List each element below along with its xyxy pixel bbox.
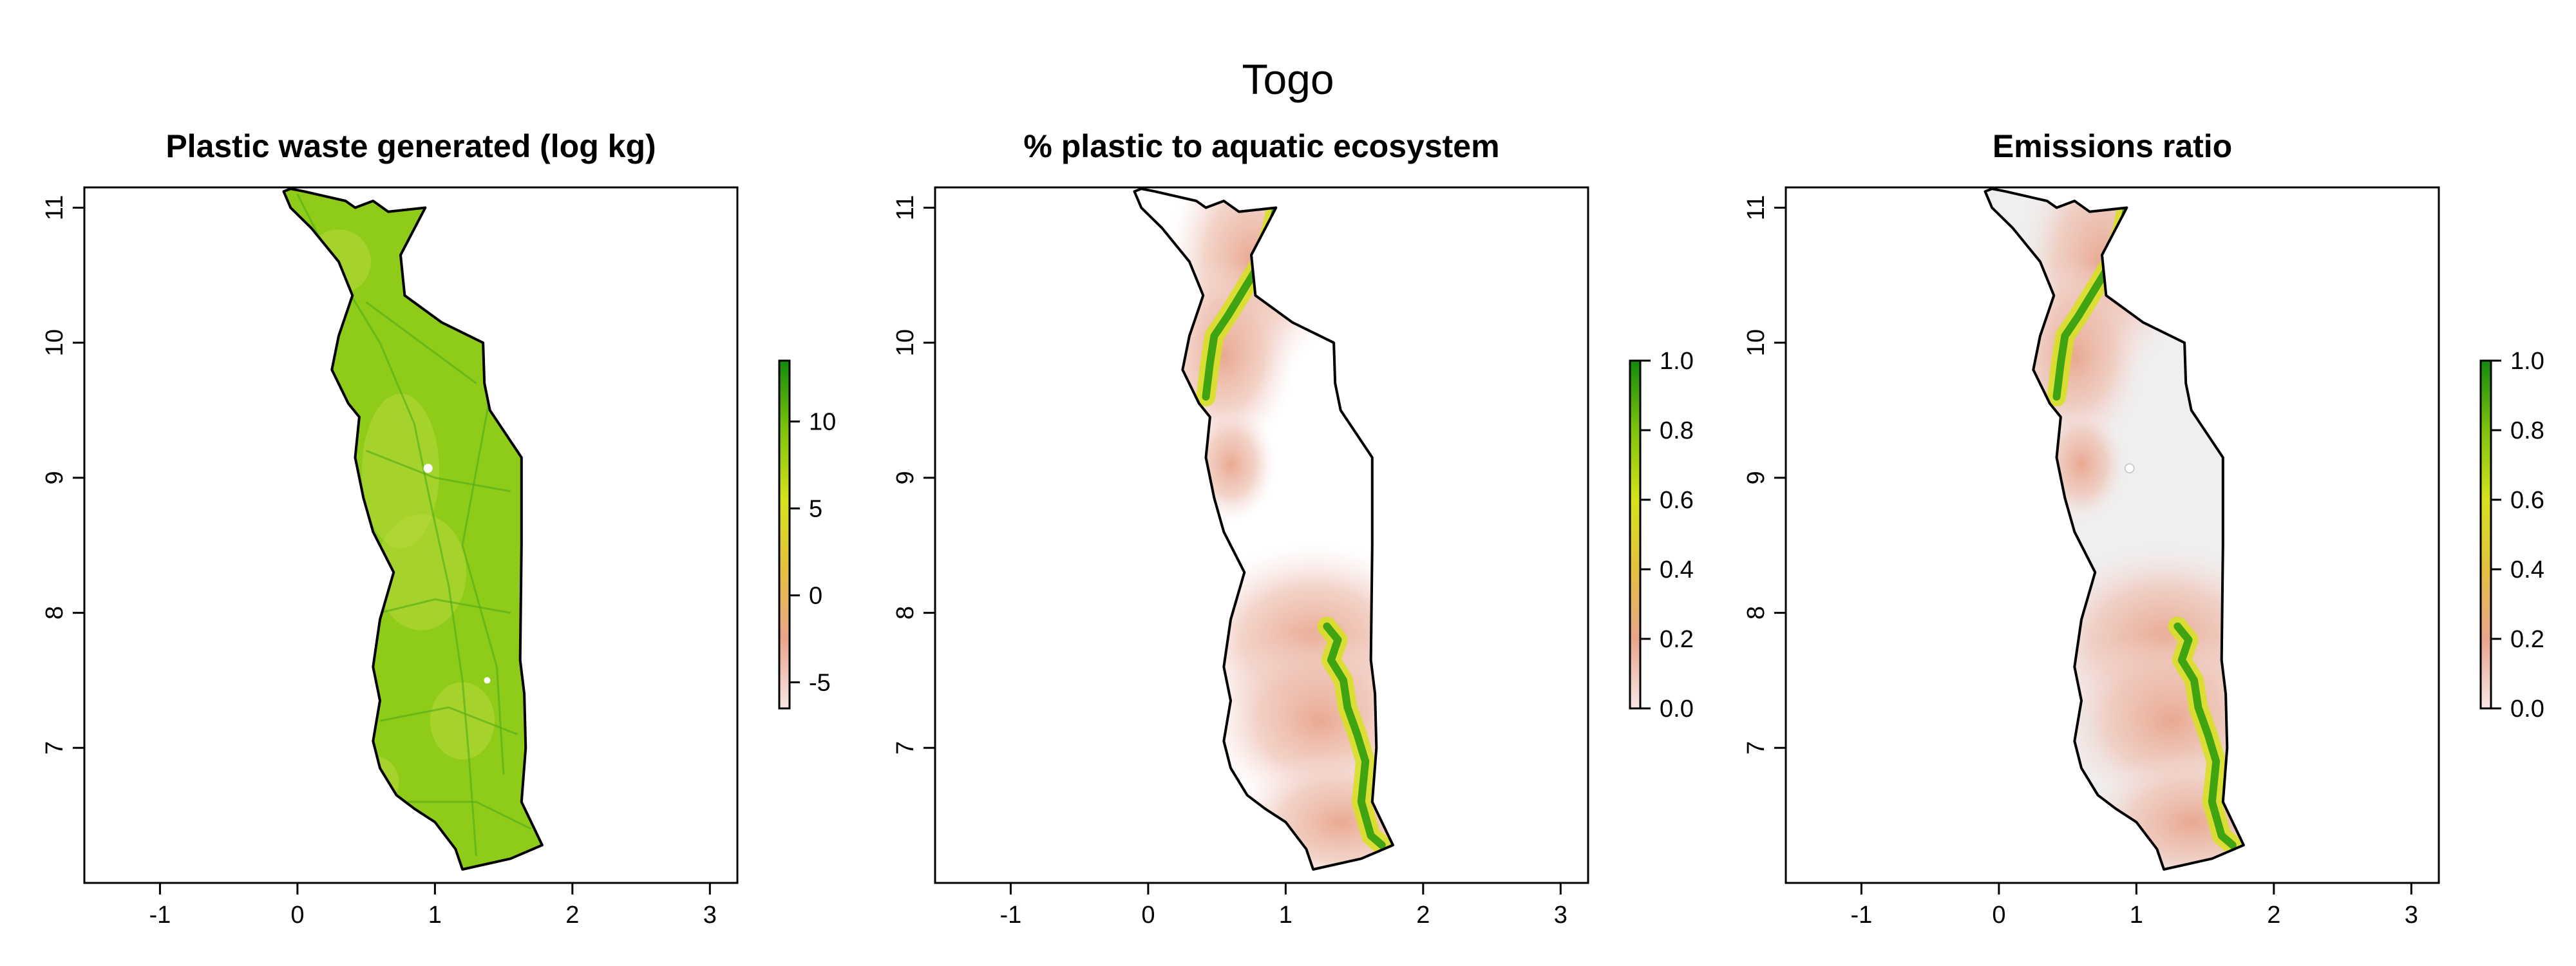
country-outline (282, 187, 544, 871)
x-tick-label: 2 (565, 902, 579, 929)
x-tick-label: 3 (703, 902, 717, 929)
plot-frame (1785, 186, 2440, 884)
colorbar (778, 359, 791, 710)
y-tick-label: 9 (892, 471, 919, 484)
map-panel-3: Emissions ratio -1 0 1 2 3 7 8 9 10 11 0.0 0.2 0.4 0.6… (1743, 128, 2544, 929)
plot-frame (83, 186, 739, 884)
map-panel-2: % plastic to aquatic ecosystem -1 0 1 2 3 7 8 9 1… (892, 128, 1694, 929)
colorbar-tick-label: 0.0 (1660, 696, 1694, 723)
x-tick-label: 1 (428, 902, 442, 929)
x-tick-label: 2 (1416, 902, 1430, 929)
y-tick-label: 8 (1743, 606, 1770, 620)
colorbar-tick-label: 10 (809, 409, 836, 436)
colorbar (1629, 359, 1642, 710)
colorbar-tick-label: 5 (809, 496, 822, 523)
y-tick-label: 10 (41, 329, 68, 356)
y-tick-label: 11 (41, 195, 68, 220)
y-tick-label: 10 (1743, 329, 1770, 356)
country-outline (1984, 187, 2245, 871)
colorbar-tick-label: 0.8 (2510, 417, 2544, 444)
colorbar-tick-label: 1.0 (1660, 348, 1694, 375)
panel-title: Emissions ratio (1993, 128, 2232, 164)
map-panel-1: Plastic waste generated (log kg) -1 0 1 2 3 7 8… (41, 128, 836, 929)
y-tick-label: 7 (41, 741, 68, 755)
y-tick-label: 9 (1743, 471, 1770, 484)
y-tick-label: 11 (1743, 195, 1770, 220)
country-outline (1133, 187, 1394, 871)
panel-title: % plastic to aquatic ecosystem (1023, 128, 1499, 164)
x-tick-label: 2 (2267, 902, 2280, 929)
colorbar (2479, 359, 2492, 710)
x-tick-label: 1 (1279, 902, 1293, 929)
y-tick-label: 8 (41, 606, 68, 620)
y-tick-label: 8 (892, 606, 919, 620)
colorbar-tick-label: 0.2 (1660, 626, 1694, 653)
colorbar-tick-label: 0.8 (1660, 417, 1694, 444)
y-tick-label: 10 (892, 329, 919, 356)
map-panels: Plastic waste generated (log kg) -1 0 1 2 3 7 8… (41, 128, 2544, 929)
y-tick-label: 7 (1743, 741, 1770, 755)
x-tick-label: 0 (1992, 902, 2005, 929)
colorbar-tick-label: 0.0 (2510, 696, 2544, 723)
colorbar-tick-label: 0.4 (1660, 556, 1694, 583)
colorbar-tick-label: 0.6 (2510, 487, 2544, 514)
colorbar-tick-label: 0.2 (2510, 626, 2544, 653)
colorbar-tick-label: 0.6 (1660, 487, 1694, 514)
x-tick-label: -1 (149, 902, 171, 929)
colorbar-tick-label: -5 (809, 670, 831, 697)
y-tick-label: 9 (41, 471, 68, 484)
colorbar-tick-label: 0.4 (2510, 556, 2544, 583)
x-tick-label: 1 (2130, 902, 2143, 929)
x-tick-label: -1 (1000, 902, 1022, 929)
x-tick-label: 3 (2405, 902, 2418, 929)
y-tick-label: 7 (892, 741, 919, 755)
colorbar-tick-label: 0 (809, 583, 822, 610)
panel-title: Plastic waste generated (log kg) (166, 128, 656, 164)
x-tick-label: 0 (290, 902, 304, 929)
figure-title: Togo (1242, 55, 1334, 103)
colorbar-tick-label: 1.0 (2510, 348, 2544, 375)
plot-frame (934, 186, 1589, 884)
y-tick-label: 11 (892, 195, 919, 220)
x-tick-label: 0 (1141, 902, 1155, 929)
x-tick-label: -1 (1851, 902, 1873, 929)
x-tick-label: 3 (1554, 902, 1567, 929)
